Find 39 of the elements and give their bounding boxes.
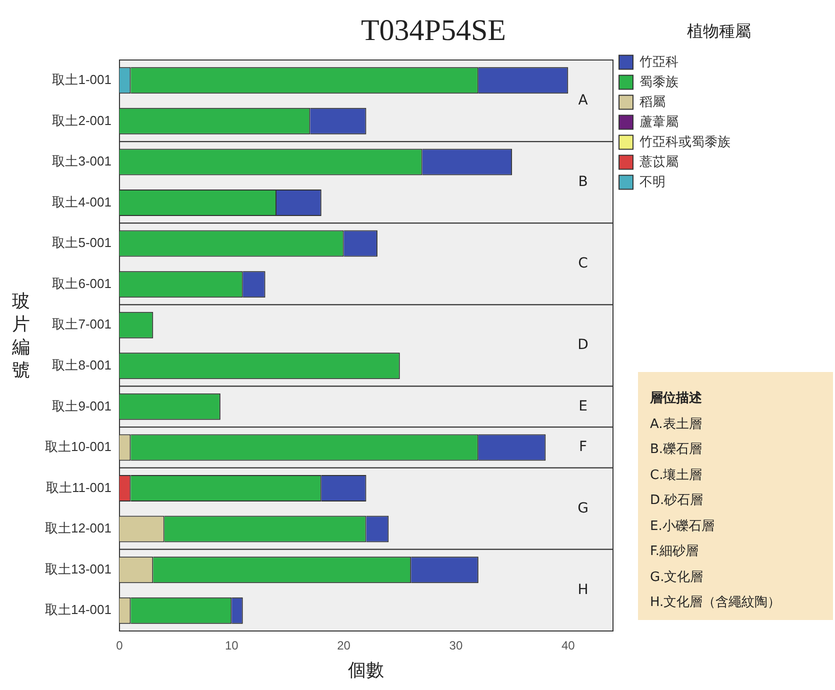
band-label: A	[578, 92, 588, 108]
x-axis-title: 個數	[348, 660, 384, 680]
band-label: B	[578, 174, 588, 190]
legend-label: 竹亞科	[640, 54, 678, 69]
legend-label: 薏苡屬	[640, 154, 678, 169]
legend-label: 蘆葦屬	[640, 114, 678, 129]
y-tick-label: 取土1-001	[52, 72, 112, 87]
y-axis-title: 玻片編號	[12, 290, 30, 382]
x-tick-label: 40	[561, 638, 576, 653]
x-tick-label: 10	[224, 638, 239, 653]
y-tick-label: 取土2-001	[52, 112, 112, 128]
y-tick-label: 取土6-001	[52, 276, 112, 291]
band-label: D	[578, 337, 588, 354]
x-tick-label: 20	[337, 638, 351, 653]
legend-label: 蜀黍族	[640, 74, 678, 89]
chart-title: T034P54SE	[360, 14, 506, 47]
legend-title: 植物種屬	[687, 22, 751, 40]
legend-label: 不明	[640, 174, 666, 189]
x-tick-label: 0	[116, 638, 124, 653]
y-tick-label: 取土9-001	[52, 398, 112, 414]
y-tick-label: 取土12-001	[44, 520, 112, 536]
note-panel: 層位描述 A.表土層 B.礫石層 C.壤土層 D.砂石層 E.小礫石層 F.細砂層 G.文化層 H.文化層（含繩紋陶）	[638, 372, 833, 620]
y-tick-label: 取土13-001	[44, 561, 112, 576]
y-tick-label: 取土5-001	[52, 235, 112, 250]
y-tick-label: 取土11-001	[46, 480, 112, 495]
y-tick-label: 取土7-001	[52, 316, 112, 332]
band-label: F	[578, 439, 588, 456]
y-tick-label: 取土8-001	[52, 357, 112, 372]
x-tick-label: 30	[449, 638, 463, 653]
legend-label: 稻屬	[640, 94, 666, 109]
band-label: E	[578, 398, 588, 414]
y-tick-label: 取土3-001	[52, 154, 112, 169]
y-tick-label: 取土10-001	[44, 439, 112, 454]
band-label: H	[578, 582, 588, 598]
band-label: G	[578, 500, 588, 516]
legend-label: 竹亞科或蜀黍族	[640, 134, 730, 149]
y-tick-label: 取土14-001	[44, 602, 112, 618]
band-label: C	[578, 256, 588, 272]
y-tick-label: 取土4-001	[52, 194, 112, 210]
